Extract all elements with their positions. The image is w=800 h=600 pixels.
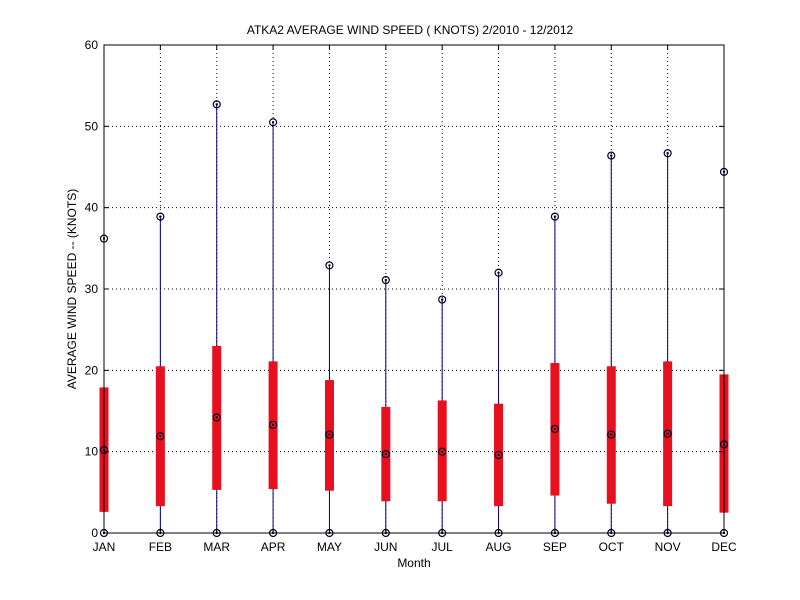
boxes	[99, 100, 729, 538]
x-tick-label: DEC	[711, 540, 737, 554]
y-tick-label: 0	[91, 526, 98, 540]
max-marker-dot	[497, 271, 500, 274]
max-marker-dot	[159, 215, 162, 218]
ticks: 0 10 20 30 40 50 60 JAN FEB MAR APR MAY JUN JUL AUG SEP…	[85, 38, 737, 554]
median-marker-dot	[666, 432, 669, 435]
median-marker	[438, 447, 447, 456]
max-marker-dot	[440, 298, 444, 301]
x-tick-label: JUL	[432, 540, 454, 554]
x-tick-label: NOV	[655, 540, 681, 554]
y-tick-label: 60	[85, 38, 99, 52]
median-marker	[268, 420, 278, 429]
median-marker	[156, 432, 165, 441]
median-marker	[325, 430, 334, 439]
y-tick-label: 50	[85, 119, 99, 133]
y-tick-label: 30	[85, 282, 99, 296]
max-marker	[212, 100, 221, 109]
median-marker	[663, 429, 672, 438]
max-marker-dot	[666, 151, 669, 155]
grid	[104, 45, 724, 533]
max-marker-dot	[553, 215, 557, 218]
max-marker	[663, 149, 672, 158]
max-marker	[268, 118, 278, 127]
median-marker-dot	[215, 416, 218, 419]
max-marker-dot	[215, 103, 218, 106]
max-marker	[156, 212, 165, 221]
x-tick-label: SEP	[543, 540, 567, 554]
max-marker	[607, 151, 616, 160]
max-marker-dot	[610, 154, 613, 157]
median-marker	[381, 450, 390, 459]
x-tick-label: APR	[261, 540, 286, 554]
median-marker-dot	[497, 453, 500, 457]
median-marker-dot	[384, 452, 388, 456]
y-tick-label: 10	[85, 445, 99, 459]
y-tick-label: 40	[85, 201, 99, 215]
x-tick-label: MAR	[203, 540, 230, 554]
chart-title: ATKA2 AVERAGE WIND SPEED ( KNOTS) 2/2010…	[247, 23, 574, 37]
max-marker	[325, 261, 334, 270]
x-tick-label: JAN	[93, 540, 116, 554]
max-marker	[550, 212, 560, 221]
max-marker	[438, 295, 447, 304]
max-marker-dot	[271, 121, 275, 124]
max-marker-dot	[328, 264, 331, 267]
max-marker-dot	[384, 278, 388, 282]
median-marker-dot	[328, 433, 331, 436]
median-marker-dot	[610, 433, 613, 436]
median-marker-dot	[553, 427, 557, 431]
median-marker-dot	[440, 450, 444, 453]
y-axis-title: AVERAGE WIND SPEED -- (KNOTS)	[65, 189, 79, 389]
x-tick-label: FEB	[149, 540, 172, 554]
median-marker	[212, 413, 221, 422]
x-axis-title: Month	[397, 556, 430, 570]
median-marker-dot	[271, 423, 275, 427]
y-tick-label: 20	[85, 363, 99, 377]
x-tick-label: JUN	[374, 540, 397, 554]
x-tick-label: OCT	[599, 540, 625, 554]
x-tick-label: MAY	[317, 540, 342, 554]
max-marker	[381, 275, 390, 285]
median-marker	[607, 430, 616, 439]
median-marker-dot	[159, 435, 162, 438]
x-tick-label: AUG	[486, 540, 512, 554]
median-marker	[550, 424, 560, 433]
median-marker	[494, 450, 503, 460]
max-marker	[494, 268, 503, 277]
